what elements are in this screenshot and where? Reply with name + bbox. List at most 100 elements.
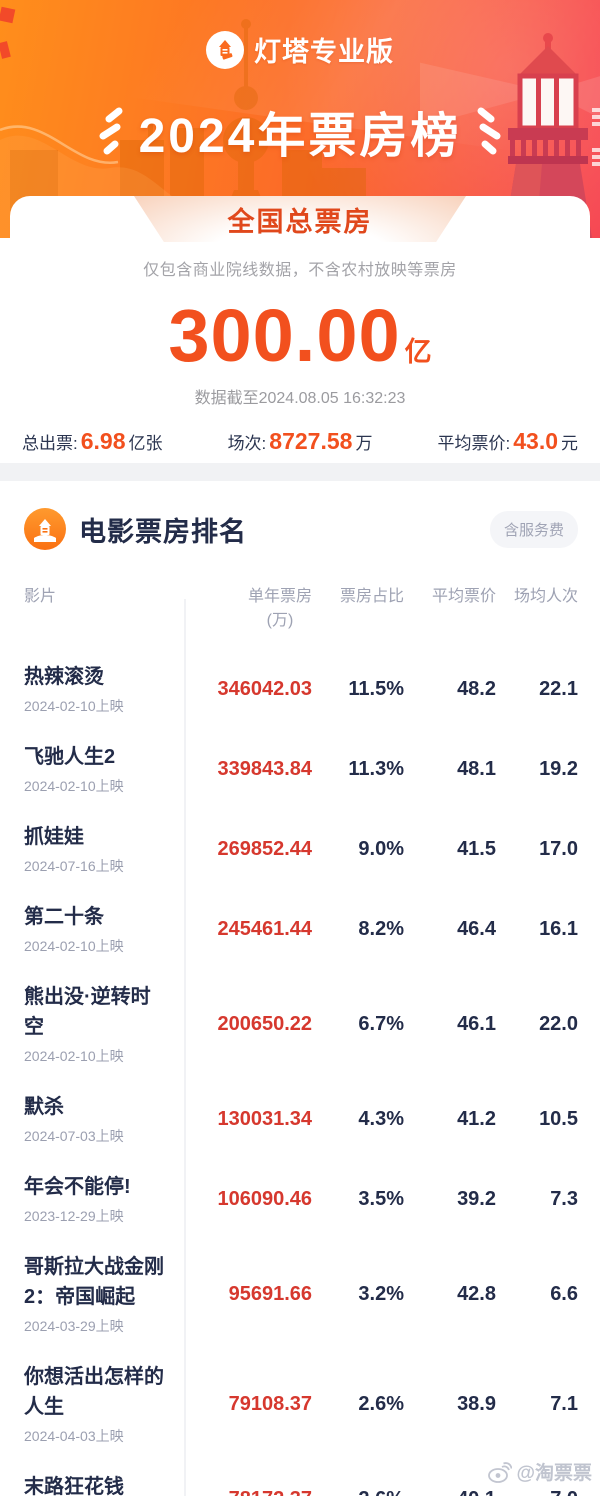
- movie-row[interactable]: 熊出没·逆转时 空 2024-02-10上映 200650.22 6.7% 46…: [0, 969, 600, 1079]
- stat-unit: 元: [561, 434, 578, 453]
- ranking-section: 电影票房排名 含服务费 影片 单年票房 (万) 票房占比 平均票价 场均人次 热…: [0, 481, 600, 1496]
- hero-banner: 灯塔专业版 2024年票房榜: [0, 0, 600, 238]
- movie-info: 抓娃娃 2024-07-16上映: [24, 822, 184, 876]
- movie-info: 熊出没·逆转时 空 2024-02-10上映: [24, 982, 184, 1066]
- movie-share: 3.5%: [358, 1187, 404, 1210]
- column-header-unit: (万): [266, 612, 294, 629]
- movie-avg-price: 39.2: [457, 1187, 496, 1210]
- movie-release-date: 2024-02-10上映: [24, 1048, 124, 1064]
- sticky-column-divider: [184, 599, 186, 1496]
- movie-avg-attendance: 16.1: [539, 917, 578, 940]
- movie-share: 11.5%: [348, 677, 404, 700]
- movie-box-office: 106090.46: [217, 1187, 312, 1210]
- movie-row[interactable]: 第二十条 2024-02-10上映 245461.44 8.2% 46.4 16…: [0, 889, 600, 969]
- ranking-header: 电影票房排名 含服务费: [0, 507, 600, 551]
- beacon-logo-icon: [206, 30, 244, 69]
- movie-title: 年会不能停!: [24, 1176, 131, 1198]
- movie-avg-price: 38.9: [457, 1392, 496, 1415]
- movie-info: 第二十条 2024-02-10上映: [24, 902, 184, 956]
- movie-info: 年会不能停! 2023-12-29上映: [24, 1172, 184, 1226]
- movie-info: 默杀 2024-07-03上映: [24, 1092, 184, 1146]
- movie-box-office: 95691.66: [228, 1282, 312, 1305]
- service-fee-badge[interactable]: 含服务费: [489, 510, 578, 548]
- movie-title: 飞驰人生2: [24, 746, 116, 768]
- beacon-round-logo-icon: [24, 508, 66, 550]
- movie-row[interactable]: 你想活出怎样的 人生 2024-04-03上映 79108.37 2.6% 38…: [0, 1349, 600, 1459]
- movie-release-date: 2024-02-10上映: [24, 698, 124, 714]
- movie-share: 4.3%: [358, 1107, 404, 1130]
- movie-box-office: 245461.44: [217, 917, 312, 940]
- watermark: @淘票票: [486, 1458, 592, 1485]
- summary-stats-row: 总出票: 6.98 亿张 场次: 8727.58 万 平均票价: 43.0 元: [10, 428, 590, 455]
- movie-row[interactable]: 末路狂花钱 2024-05-01上映 78172.37 2.6% 40.1 7.…: [0, 1459, 600, 1496]
- movie-table-body: 热辣滚烫 2024-02-10上映 346042.03 11.5% 48.2 2…: [0, 599, 600, 1496]
- movie-title: 熊出没·逆转时 空: [24, 986, 151, 1038]
- movie-avg-price: 48.2: [457, 677, 496, 700]
- movie-info: 热辣滚烫 2024-02-10上映: [24, 662, 184, 716]
- movie-release-date: 2024-04-03上映: [24, 1428, 124, 1444]
- movie-avg-price: 48.1: [457, 757, 496, 780]
- movie-box-office: 346042.03: [217, 677, 312, 700]
- weibo-icon: [488, 1461, 513, 1483]
- movie-avg-price: 42.8: [457, 1282, 496, 1305]
- movie-row[interactable]: 默杀 2024-07-03上映 130031.34 4.3% 41.2 10.5: [0, 1079, 600, 1159]
- movie-share: 2.6%: [358, 1392, 404, 1415]
- movie-box-office: 78172.37: [184, 1488, 312, 1496]
- speed-marks-right-icon: [477, 107, 501, 155]
- movie-row[interactable]: 年会不能停! 2023-12-29上映 106090.46 3.5% 39.2 …: [0, 1159, 600, 1239]
- movie-share: 6.7%: [358, 1012, 404, 1035]
- stat-value: 6.98: [80, 428, 126, 454]
- movie-avg-price: 40.1: [404, 1488, 496, 1496]
- movie-avg-price: 46.1: [457, 1012, 496, 1035]
- watermark-text: @淘票票: [516, 1463, 592, 1484]
- movie-title: 哥斯拉大战金刚 2：帝国崛起: [24, 1256, 164, 1308]
- movie-avg-attendance: 6.6: [550, 1282, 578, 1305]
- page-title: 2024年票房榜: [138, 110, 462, 163]
- movie-avg-attendance: 7.1: [550, 1392, 578, 1415]
- ranking-title: 电影票房排名: [79, 516, 247, 547]
- data-cutoff-timestamp: 数据截至2024.08.05 16:32:23: [194, 390, 406, 407]
- movie-release-date: 2024-02-10上映: [24, 938, 124, 954]
- movie-box-office: 339843.84: [217, 757, 312, 780]
- national-total-badge: 全国总票房: [134, 196, 466, 242]
- movie-row[interactable]: 哥斯拉大战金刚 2：帝国崛起 2024-03-29上映 95691.66 3.2…: [0, 1239, 600, 1349]
- movie-share: 9.0%: [358, 837, 404, 860]
- movie-avg-attendance: 22.1: [539, 677, 578, 700]
- movie-row[interactable]: 热辣滚烫 2024-02-10上映 346042.03 11.5% 48.2 2…: [0, 649, 600, 729]
- movie-box-office: 130031.34: [217, 1107, 312, 1130]
- movie-row[interactable]: 飞驰人生2 2024-02-10上映 339843.84 11.3% 48.1 …: [0, 729, 600, 809]
- column-header-annual-box-office: 单年票房 (万): [184, 585, 312, 633]
- column-header-avg-price: 平均票价: [431, 588, 496, 605]
- movie-share: 3.2%: [358, 1282, 404, 1305]
- column-header-share: 票房占比: [339, 588, 404, 605]
- movie-release-date: 2024-03-29上映: [24, 1318, 124, 1334]
- movie-row[interactable]: 抓娃娃 2024-07-16上映 269852.44 9.0% 41.5 17.…: [0, 809, 600, 889]
- movie-info: 你想活出怎样的 人生 2024-04-03上映: [24, 1362, 184, 1446]
- stat-unit: 亿张: [128, 434, 163, 453]
- movie-avg-price: 41.5: [457, 837, 496, 860]
- movie-avg-attendance: 10.5: [539, 1107, 578, 1130]
- movie-avg-attendance: 17.0: [539, 837, 578, 860]
- movie-release-date: 2023-12-29上映: [24, 1208, 124, 1224]
- column-header-avg-attendance: 场均人次: [513, 588, 578, 605]
- total-box-office-unit: 亿: [404, 337, 432, 367]
- movie-title: 抓娃娃: [24, 826, 84, 848]
- speed-marks-left-icon: [99, 107, 123, 155]
- total-box-office-card: 全国总票房 仅包含商业院线数据，不含农村放映等票房 300.00 亿 数据截至2…: [10, 196, 590, 463]
- movie-avg-attendance: 19.2: [539, 757, 578, 780]
- stat-screenings: 场次: 8727.58 万: [228, 428, 373, 455]
- total-box-office-value-row: 300.00 亿: [10, 299, 590, 373]
- stat-label: 平均票价:: [437, 434, 511, 453]
- movie-box-office: 79108.37: [228, 1392, 312, 1415]
- stat-value: 43.0: [513, 428, 558, 454]
- movie-box-office: 269852.44: [217, 837, 312, 860]
- movie-release-date: 2024-07-16上映: [24, 858, 124, 874]
- movie-avg-attendance: 7.0: [496, 1488, 578, 1496]
- movie-avg-attendance: 22.0: [539, 1012, 578, 1035]
- movie-avg-price: 41.2: [457, 1107, 496, 1130]
- national-total-badge-label: 全国总票房: [227, 206, 373, 237]
- movie-title: 你想活出怎样的 人生: [24, 1366, 164, 1418]
- movie-box-office: 200650.22: [217, 1012, 312, 1035]
- stat-value: 8727.58: [269, 428, 353, 454]
